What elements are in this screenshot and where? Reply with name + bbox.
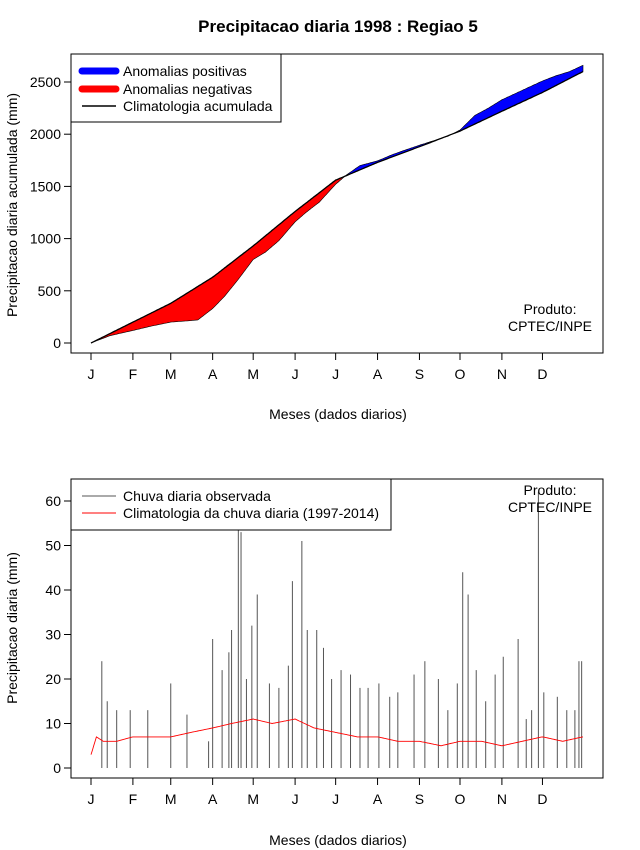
- top-y-axis: 0 500 1000 1500 2000 2500: [30, 74, 72, 351]
- top-y-tick-label: 2000: [30, 126, 61, 142]
- top-x-tick-label: O: [455, 366, 466, 382]
- bottom-x-tick-label: A: [373, 791, 383, 807]
- top-x-tick-label: S: [415, 366, 424, 382]
- top-legend: Anomalias positivas Anomalias negativas …: [70, 53, 282, 123]
- negative-anomaly-area: [90, 175, 346, 344]
- bottom-y-tick-label: 10: [45, 716, 61, 732]
- bottom-legend: Chuva diaria observada Climatologia da c…: [70, 478, 392, 531]
- top-y-tick-label: 1000: [30, 231, 61, 247]
- bottom-y-tick-label: 60: [45, 493, 61, 509]
- bottom-panel: 0 10 20 30 40 50 60 J F M A M J J A S O N D Precipitacao …: [4, 478, 604, 848]
- bottom-x-tick-label: M: [247, 791, 259, 807]
- daily-climatology-line: [90, 718, 584, 755]
- bottom-x-tick-label: J: [332, 791, 339, 807]
- bottom-y-tick-label: 40: [45, 582, 61, 598]
- top-x-tick-label: M: [165, 366, 177, 382]
- bottom-y-tick-label: 30: [45, 627, 61, 643]
- bottom-x-axis-label: Meses (dados diarios): [269, 832, 407, 848]
- legend-label-climatology: Climatologia acumulada: [123, 98, 273, 114]
- bottom-x-tick-label: N: [497, 791, 507, 807]
- top-x-tick-label: J: [292, 366, 299, 382]
- bottom-x-tick-label: J: [88, 791, 95, 807]
- bottom-x-tick-label: O: [455, 791, 466, 807]
- top-y-tick-label: 2500: [30, 74, 61, 90]
- chart-title: Precipitacao diaria 1998 : Regiao 5: [198, 17, 478, 36]
- legend-label-negative: Anomalias negativas: [123, 81, 252, 97]
- top-y-tick-label: 1500: [30, 178, 61, 194]
- top-x-tick-label: A: [208, 366, 218, 382]
- top-x-tick-label: A: [373, 366, 383, 382]
- bottom-x-tick-label: M: [165, 791, 177, 807]
- top-x-tick-label: M: [247, 366, 259, 382]
- bottom-y-tick-label: 50: [45, 538, 61, 554]
- top-product-label: Produto:: [524, 301, 577, 317]
- bottom-product-source: CPTEC/INPE: [508, 499, 592, 515]
- top-x-axis-label: Meses (dados diarios): [269, 406, 407, 422]
- bottom-x-tick-label: A: [208, 791, 218, 807]
- top-y-axis-label: Precipitacao diaria acumulada (mm): [4, 93, 20, 317]
- positive-anomaly-area: [452, 64, 584, 135]
- top-x-tick-label: F: [129, 366, 138, 382]
- bottom-x-tick-label: F: [129, 791, 138, 807]
- bottom-y-axis-label: Precipitacao diaria (mm): [4, 552, 20, 704]
- top-x-tick-label: N: [497, 366, 507, 382]
- top-x-tick-label: D: [537, 366, 547, 382]
- bottom-product-label: Produto:: [524, 482, 577, 498]
- bottom-x-tick-label: D: [537, 791, 547, 807]
- top-x-tick-label: J: [88, 366, 95, 382]
- bottom-x-tick-label: S: [415, 791, 424, 807]
- legend-label-observed: Chuva diaria observada: [123, 488, 271, 504]
- bottom-y-tick-label: 20: [45, 671, 61, 687]
- top-y-tick-label: 500: [38, 283, 62, 299]
- top-panel: 0 500 1000 1500 2000 2500 J F M A M J J A S O N D Precip…: [4, 53, 604, 422]
- bottom-y-tick-label: 0: [53, 760, 61, 776]
- legend-label-positive: Anomalias positivas: [123, 63, 247, 79]
- legend-label-daily-climatology: Climatologia da chuva diaria (1997-2014): [123, 505, 379, 521]
- top-x-tick-label: J: [332, 366, 339, 382]
- bottom-y-axis: 0 10 20 30 40 50 60: [45, 493, 72, 776]
- bottom-legend-box: [70, 478, 392, 531]
- top-product-source: CPTEC/INPE: [508, 318, 592, 334]
- observed-rain-bars: [101, 492, 583, 768]
- top-y-tick-label: 0: [53, 335, 61, 351]
- bottom-x-tick-label: J: [292, 791, 299, 807]
- climatology-accumulated-line: [90, 71, 584, 344]
